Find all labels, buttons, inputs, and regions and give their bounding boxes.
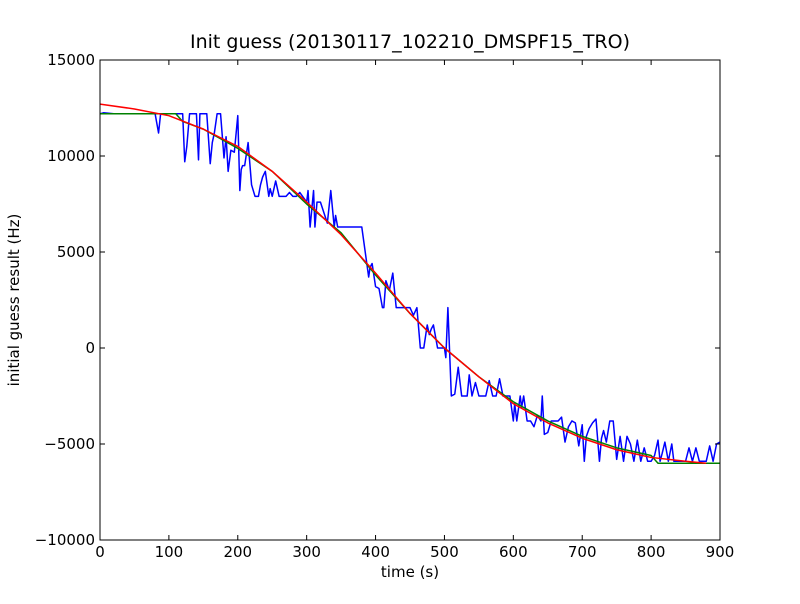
series-line-1	[100, 112, 720, 463]
x-tick-label: 200	[223, 543, 252, 561]
series-line-2	[100, 113, 720, 464]
x-tick-label: 400	[361, 543, 390, 561]
series-line-3	[100, 103, 707, 464]
x-tick-label: 800	[637, 543, 666, 561]
plot-frame	[99, 59, 721, 541]
x-axis-label: time (s)	[381, 563, 439, 581]
y-tick-label: 15000	[47, 51, 95, 69]
x-tick-label: 700	[568, 543, 597, 561]
x-tick-label: 300	[292, 543, 321, 561]
chart-title: Init guess (20130117_102210_DMSPF15_TRO)	[190, 31, 630, 53]
y-tick-label: 5000	[57, 243, 95, 261]
x-tick-label: 500	[430, 543, 459, 561]
x-tick-label: 100	[155, 543, 184, 561]
y-tick-label: −5000	[44, 435, 95, 453]
plot-area: 0 100 200 300 400 500 600 700 800 900 −10000 −5000 0…	[35, 51, 735, 561]
y-tick-label: −10000	[35, 531, 95, 549]
x-tick-label: 0	[95, 543, 105, 561]
y-tick-label: 0	[85, 339, 95, 357]
y-axis-label: initial guess result (Hz)	[5, 214, 23, 387]
x-tick-label: 600	[499, 543, 528, 561]
x-tick-label: 900	[706, 543, 735, 561]
y-tick-label: 10000	[47, 147, 95, 165]
